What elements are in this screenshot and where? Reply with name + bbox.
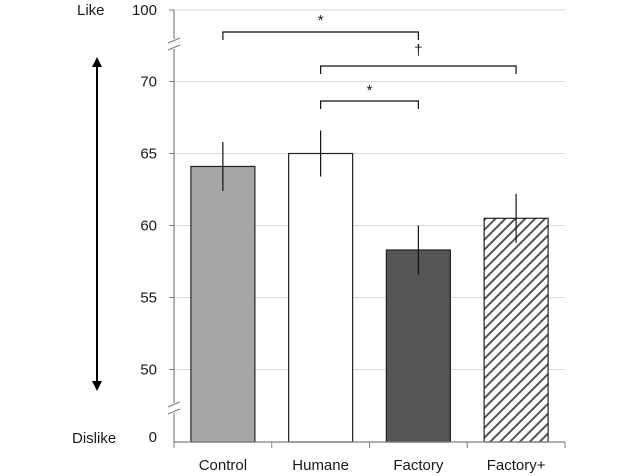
bar-factory-	[483, 217, 549, 443]
significance-label: *	[367, 82, 373, 99]
bracket-line	[320, 65, 517, 74]
axis-break-gap	[168, 39, 180, 49]
y-tick-label-100: 100	[132, 2, 157, 19]
y-tick-label-65: 65	[140, 146, 157, 163]
y-tick-label-55: 55	[140, 290, 157, 307]
axis-break-line	[167, 408, 181, 415]
y-tick-label-70: 70	[140, 74, 157, 91]
y-tick-label-0: 0	[149, 429, 157, 446]
axes	[167, 9, 566, 448]
significance-label: *	[318, 12, 324, 29]
y-tick-label-50: 50	[140, 362, 157, 379]
significance-bracket: *	[222, 12, 419, 40]
axis-break-line	[167, 37, 181, 44]
significance-bracket: †	[320, 42, 517, 74]
y-tick-label-60: 60	[140, 218, 157, 235]
dislike-label: Dislike	[72, 430, 116, 447]
axis-break-top	[167, 37, 181, 51]
category-label: Factory+	[487, 457, 546, 474]
like-label: Like	[77, 2, 105, 19]
axis-break-line	[167, 44, 181, 51]
category-label: Control	[199, 457, 247, 474]
significance-bracket: *	[320, 82, 419, 109]
bar-control	[190, 165, 256, 443]
bracket-line	[222, 31, 419, 40]
significance-brackets: * † *	[222, 12, 517, 109]
bar-humane	[288, 152, 354, 443]
axis-break-gap	[168, 403, 180, 413]
bar-factory	[385, 249, 451, 443]
category-label: Humane	[292, 457, 349, 474]
axis-break-line	[167, 401, 181, 408]
labels: Control Humane Factory Factory+ 50 55 60 65 70 10…	[72, 2, 546, 474]
significance-label: †	[414, 42, 422, 59]
bracket-line	[320, 100, 419, 109]
category-label: Factory	[393, 457, 444, 474]
bars	[190, 130, 549, 443]
axis-break-bottom	[167, 401, 181, 415]
